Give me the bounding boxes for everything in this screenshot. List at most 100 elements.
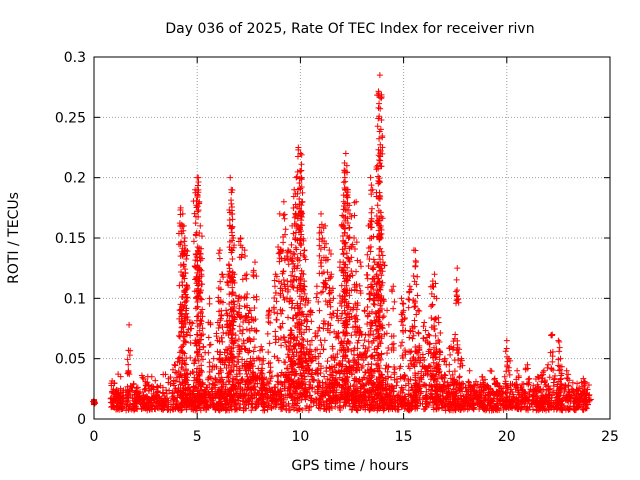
data-point (194, 303, 201, 310)
data-point (140, 399, 147, 406)
data-point (376, 280, 383, 287)
data-point (421, 381, 428, 388)
data-point (115, 371, 122, 378)
data-point (295, 305, 302, 312)
data-point (366, 397, 373, 404)
data-point (218, 334, 225, 341)
data-point (378, 272, 385, 279)
data-point (370, 331, 377, 338)
data-point (443, 389, 450, 396)
data-point (170, 378, 177, 385)
data-point (223, 381, 230, 388)
data-point (348, 244, 355, 251)
data-point (294, 262, 301, 269)
data-point (441, 371, 448, 378)
data-point (480, 406, 487, 413)
data-point (291, 334, 298, 341)
data-point (293, 174, 300, 181)
data-point (297, 168, 304, 175)
data-point (220, 274, 227, 281)
data-point (199, 306, 206, 313)
data-point (272, 404, 279, 411)
data-point (297, 250, 304, 257)
data-point (227, 174, 234, 181)
data-point (289, 378, 296, 385)
data-point (416, 342, 423, 349)
data-point (260, 380, 267, 387)
data-point (371, 317, 378, 324)
data-point (324, 256, 331, 263)
data-point (294, 256, 301, 263)
data-point (345, 358, 352, 365)
data-point (344, 169, 351, 176)
data-point (523, 406, 530, 413)
data-point (276, 255, 283, 262)
data-point (297, 175, 304, 182)
data-point (320, 318, 327, 325)
data-point (111, 380, 118, 387)
data-point (230, 367, 237, 374)
data-point (428, 315, 435, 322)
data-point (287, 407, 294, 413)
data-point (241, 345, 248, 352)
data-point (378, 163, 385, 170)
data-point (356, 376, 363, 383)
data-point (470, 405, 477, 412)
data-point (244, 304, 251, 311)
data-point (343, 282, 350, 289)
data-point (297, 370, 304, 377)
data-point (235, 298, 242, 305)
data-point (197, 317, 204, 324)
data-point (326, 329, 333, 336)
data-point (364, 312, 371, 319)
data-point (233, 373, 240, 380)
data-point (457, 404, 464, 411)
data-point (294, 173, 301, 180)
data-point (377, 235, 384, 242)
data-point (339, 212, 346, 219)
data-point (350, 400, 357, 407)
data-point (441, 402, 448, 409)
data-point (216, 386, 223, 393)
data-point (313, 294, 320, 301)
data-point (322, 298, 329, 305)
data-point (167, 374, 174, 381)
data-point (127, 392, 134, 399)
data-point (240, 326, 247, 333)
data-point (219, 338, 226, 345)
data-point (297, 185, 304, 192)
data-point (237, 235, 244, 242)
data-point (334, 307, 341, 314)
data-point (376, 368, 383, 375)
data-point (316, 396, 323, 403)
data-point (387, 387, 394, 394)
data-point (206, 363, 213, 370)
data-point (375, 88, 382, 95)
data-point (300, 237, 307, 244)
data-point (378, 350, 385, 357)
data-point (301, 253, 308, 260)
data-point (390, 283, 397, 290)
data-point (292, 360, 299, 367)
data-point (341, 239, 348, 246)
data-point (383, 330, 390, 337)
data-point (292, 322, 299, 329)
data-point (406, 289, 413, 296)
data-point (189, 320, 196, 327)
data-point (344, 264, 351, 271)
data-point (432, 354, 439, 361)
data-point (543, 407, 550, 414)
data-point (167, 381, 174, 388)
data-point (383, 362, 390, 369)
data-point (542, 381, 549, 388)
data-point (229, 284, 236, 291)
data-point (199, 325, 206, 332)
data-point (359, 363, 366, 370)
data-point (510, 391, 517, 398)
data-point (446, 345, 453, 352)
data-point (337, 300, 344, 307)
data-point (187, 332, 194, 339)
data-point (408, 286, 415, 293)
data-point (374, 202, 381, 209)
data-point (216, 247, 223, 254)
